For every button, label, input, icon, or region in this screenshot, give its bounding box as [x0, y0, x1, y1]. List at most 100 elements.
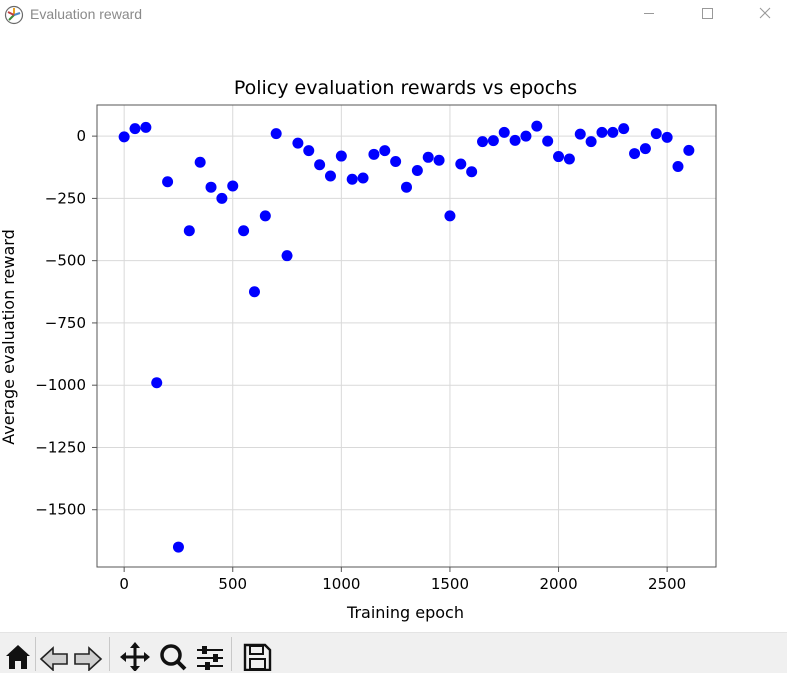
data-point: [183, 225, 195, 237]
y-tick-label: −1250: [35, 438, 86, 456]
data-point: [618, 123, 630, 135]
home-icon: [6, 645, 30, 669]
window-titlebar: Evaluation reward: [0, 0, 787, 30]
data-point: [672, 161, 684, 173]
y-axis-label: Average evaluation reward: [0, 229, 18, 444]
y-tick-label: −1500: [35, 501, 86, 519]
data-point: [596, 126, 608, 138]
toolbar-separator: [109, 637, 110, 671]
zoom-button[interactable]: [157, 639, 189, 671]
minimize-button[interactable]: [626, 0, 672, 30]
figure-background: [0, 30, 787, 630]
data-point: [422, 151, 434, 163]
y-tick-label: −500: [45, 252, 86, 270]
window-title: Evaluation reward: [30, 6, 143, 22]
data-point: [205, 181, 217, 193]
chart-ticks: 0 500 1000 1500 2000 2500 0 −250 −500 −750 −1000 −1…: [35, 127, 686, 593]
close-icon: [759, 7, 771, 19]
data-point: [259, 210, 271, 222]
data-point: [411, 165, 423, 177]
data-point: [650, 128, 662, 140]
data-point: [607, 126, 619, 138]
data-point: [401, 181, 412, 193]
save-icon: [243, 643, 272, 672]
data-point: [487, 135, 499, 147]
toolbar-separator: [35, 637, 36, 671]
data-point: [118, 131, 130, 143]
x-axis-label: Training epoch: [346, 603, 464, 622]
chart-title: Policy evaluation rewards vs epochs: [234, 77, 577, 99]
maximize-button[interactable]: [684, 0, 730, 30]
data-point: [542, 135, 554, 147]
axes-frame: [96, 104, 717, 568]
data-point: [433, 154, 445, 166]
data-point: [172, 541, 184, 553]
save-button[interactable]: [241, 639, 273, 672]
data-point: [466, 166, 478, 178]
minimize-icon: [644, 13, 654, 14]
y-tick-label: 0: [76, 127, 86, 145]
configure-subplots-icon: [197, 646, 223, 670]
x-tick-label: 0: [119, 575, 129, 593]
data-point: [129, 123, 141, 135]
chart-points: [118, 120, 695, 553]
data-point: [498, 126, 510, 138]
data-point: [238, 225, 250, 237]
pan-icon: [120, 642, 150, 672]
maximize-icon: [702, 8, 713, 19]
data-point: [314, 159, 326, 171]
data-point: [357, 172, 369, 184]
data-point: [140, 121, 152, 133]
data-point: [227, 180, 239, 192]
data-point: [379, 145, 391, 157]
data-point: [455, 158, 467, 170]
home-button[interactable]: [2, 639, 34, 671]
x-tick-label: 500: [218, 575, 247, 593]
data-point: [303, 145, 315, 157]
data-point: [194, 156, 206, 168]
data-point: [335, 150, 347, 162]
back-icon: [39, 646, 68, 672]
y-tick-label: −1000: [35, 376, 86, 394]
data-point: [520, 130, 532, 142]
x-tick-label: 2000: [539, 575, 577, 593]
data-point: [509, 134, 521, 146]
data-point: [368, 148, 380, 160]
data-point: [531, 120, 543, 132]
forward-button[interactable]: [72, 639, 104, 672]
y-tick-label: −750: [45, 314, 86, 332]
y-tick-label: −250: [45, 189, 86, 207]
configure-subplots-button[interactable]: [194, 639, 226, 671]
app-icon: [4, 5, 24, 25]
data-point: [248, 286, 260, 298]
data-point: [553, 151, 565, 163]
data-point: [563, 153, 575, 165]
data-point: [151, 377, 163, 389]
x-tick-label: 1500: [431, 575, 469, 593]
data-point: [324, 170, 336, 182]
navigation-toolbar: [0, 632, 787, 673]
data-point: [281, 250, 293, 262]
toolbar-separator: [231, 637, 232, 671]
data-point: [639, 143, 651, 155]
data-point: [270, 128, 282, 140]
x-tick-label: 2500: [648, 575, 686, 593]
data-point: [390, 156, 402, 168]
data-point: [683, 144, 695, 156]
data-point: [477, 136, 489, 148]
data-point: [216, 192, 228, 204]
data-point: [292, 137, 304, 149]
forward-icon: [74, 646, 103, 672]
data-point: [574, 128, 586, 140]
data-point: [585, 136, 597, 148]
pan-button[interactable]: [119, 639, 151, 672]
data-point: [661, 131, 673, 143]
data-point: [629, 148, 641, 160]
data-point: [346, 173, 358, 185]
close-button[interactable]: [742, 0, 787, 30]
x-tick-label: 1000: [322, 575, 360, 593]
data-point: [162, 176, 174, 188]
back-button[interactable]: [38, 639, 70, 672]
data-point: [444, 210, 456, 222]
zoom-icon: [160, 644, 187, 671]
